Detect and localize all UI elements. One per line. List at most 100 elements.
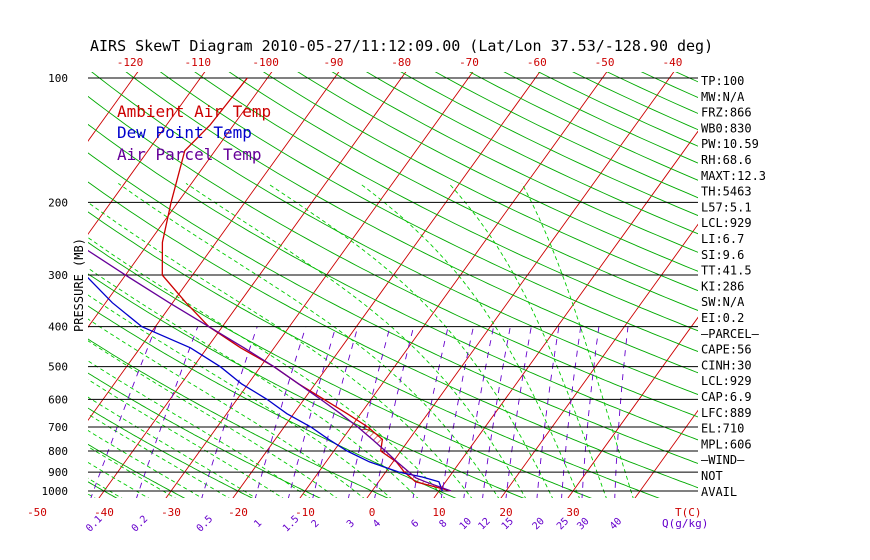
- dry-adiabat-line: [469, 72, 698, 181]
- isobar-lines: [88, 77, 698, 492]
- stability-index-label: LI:6.7: [701, 232, 744, 246]
- dry-adiabat-line: [91, 72, 698, 396]
- dry-adiabat-line: [88, 152, 698, 464]
- stability-index-label: AVAIL: [701, 485, 737, 499]
- dry-adiabat-line: [88, 211, 660, 498]
- moist-adiabat-line: [88, 446, 176, 498]
- stability-index-label: SI:9.6: [701, 248, 744, 262]
- legend-air-parcel-temp: Air Parcel Temp: [117, 145, 262, 164]
- sounding-series: [88, 77, 452, 492]
- isotherm-line: [232, 72, 541, 498]
- bottom-temperature-ticks: -50 -40 -30 -20 -10 0 10 20 30: [27, 506, 580, 519]
- mixing-ratio-line: [412, 326, 449, 498]
- mixing-ratio-label: 40: [608, 516, 624, 532]
- mixing-ratio-label: 3: [345, 518, 357, 530]
- moist-adiabat-line: [88, 201, 473, 498]
- dry-adiabat-line: [88, 273, 525, 498]
- isotherm-line: [366, 72, 675, 498]
- isotherm-line: [165, 72, 474, 498]
- bottom-temp-tick-label: -30: [161, 506, 181, 519]
- mixing-ratio-label: 4: [371, 518, 383, 530]
- moist-adiabat-line: [88, 360, 311, 498]
- mixing-ratio-label: 6: [409, 518, 421, 530]
- stability-index-label: CAP:6.9: [701, 390, 752, 404]
- dry-adiabat-line: [88, 372, 321, 498]
- top-temp-tick-label: -60: [527, 56, 547, 69]
- pressure-tick-label: 900: [48, 466, 68, 479]
- top-temp-tick-label: -80: [391, 56, 411, 69]
- stability-index-label: EL:710: [701, 422, 744, 436]
- moist-adiabat-line: [88, 461, 150, 498]
- mixing-ratio-label: 0.5: [195, 514, 216, 535]
- legend-ambient-air-temp: Ambient Air Temp: [117, 102, 271, 121]
- mixing-ratio-line: [254, 326, 307, 498]
- isotherm-line: [567, 316, 698, 498]
- isotherm-line: [88, 72, 139, 142]
- pressure-tick-label: 100: [48, 72, 68, 85]
- stability-index-label: WB0:830: [701, 121, 752, 135]
- mixing-ratio-label: 20: [531, 516, 547, 532]
- isotherm-line: [0, 59, 13, 500]
- moist-adiabat-line: [88, 430, 203, 498]
- dry-adiabat-line: [400, 72, 698, 217]
- moist-adiabat-line: [185, 183, 527, 498]
- bottom-temp-tick-label: -20: [228, 506, 248, 519]
- series-line-air-parcel-temp: [88, 249, 452, 492]
- stability-index-label: L57:5.1: [701, 200, 752, 214]
- mixing-ratio-line: [287, 326, 337, 498]
- bottom-temp-tick-label: 20: [499, 506, 512, 519]
- pressure-tick-label: 200: [48, 196, 68, 209]
- stability-index-label: LCL:929: [701, 216, 752, 230]
- dry-adiabat-line: [88, 443, 186, 498]
- pressure-tick-label: 700: [48, 421, 68, 434]
- mixing-ratio-label: 8: [437, 518, 449, 530]
- isotherm-lines: [0, 59, 698, 500]
- stability-index-label: LFC:889: [701, 406, 752, 420]
- dry-adiabat-line: [640, 72, 698, 98]
- stability-index-label: TT:41.5: [701, 264, 752, 278]
- stability-index-label: EI:0.2: [701, 311, 744, 325]
- series-line-dew-point-temp: [88, 276, 444, 492]
- stability-index-label: NOT: [701, 469, 723, 483]
- moist-adiabat-line: [88, 294, 392, 498]
- pressure-tick-label: 500: [48, 361, 68, 374]
- mixing-ratio-line: [90, 326, 157, 498]
- dry-adiabat-line: [194, 72, 698, 332]
- dry-adiabat-line: [88, 123, 698, 441]
- dry-adiabat-line: [88, 407, 254, 498]
- mixing-ratio-label: 2: [310, 518, 322, 530]
- stability-index-label: PW:10.59: [701, 137, 759, 151]
- chart-title: AIRS SkewT Diagram 2010-05-27/11:12:09.0…: [90, 37, 713, 55]
- isotherm-line: [0, 59, 80, 500]
- dry-adiabat-line: [675, 72, 698, 83]
- top-temp-tick-label: -120: [117, 56, 144, 69]
- pressure-tick-label: 800: [48, 445, 68, 458]
- stability-index-label: MPL:606: [701, 437, 752, 451]
- mixing-ratio-line: [374, 326, 415, 498]
- stability-index-label: –WIND–: [701, 453, 745, 467]
- pressure-tick-label: 400: [48, 321, 68, 334]
- stability-index-label: FRZ:866: [701, 106, 752, 120]
- legend-dew-point-temp: Dew Point Temp: [117, 123, 252, 142]
- stability-index-label: RH:68.6: [701, 153, 752, 167]
- mixing-ratio-label: 10: [458, 516, 474, 532]
- mixing-ratio-line: [614, 326, 629, 498]
- moist-adiabat-line: [118, 183, 500, 498]
- mixing-ratio-line: [201, 326, 258, 498]
- stability-index-label: –PARCEL–: [701, 327, 760, 341]
- mixing-ratio-unit-label: Q(g/kg): [662, 517, 708, 530]
- isotherm-line: [634, 409, 698, 498]
- moist-adiabat-line: [88, 237, 446, 498]
- pressure-tick-label: 600: [48, 393, 68, 406]
- moist-adiabat-line: [88, 318, 365, 498]
- stability-index-label: MW:N/A: [701, 90, 745, 104]
- moist-adiabat-line: [88, 267, 419, 498]
- mixing-ratio-label: 12: [476, 516, 492, 532]
- moist-adiabat-line: [359, 183, 580, 498]
- stability-index-label: TH:5463: [701, 185, 752, 199]
- dry-adiabat-line: [88, 481, 118, 498]
- mixing-ratio-line: [312, 326, 359, 498]
- top-temp-tick-label: -70: [459, 56, 479, 69]
- moist-adiabat-line: [448, 183, 607, 498]
